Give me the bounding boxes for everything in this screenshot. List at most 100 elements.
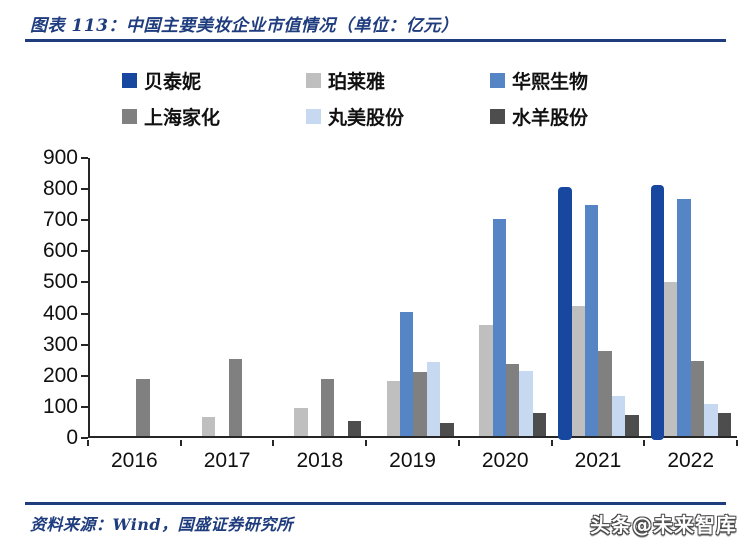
y-tick-mark: [81, 281, 88, 284]
bar-贝泰妮-2022: [650, 185, 664, 440]
bar-slot: [466, 158, 479, 436]
y-tick-mark: [81, 374, 88, 377]
bar-slot: [650, 158, 664, 440]
legend-swatch-icon: [306, 72, 321, 88]
y-tick-mark: [81, 437, 88, 439]
bar-group-2022: [645, 158, 737, 440]
bar-group-2019: [367, 158, 459, 436]
bar-丸美股份-2022: [704, 404, 718, 436]
legend-item-2: 珀莱雅: [306, 66, 490, 94]
bar-slot: [163, 158, 176, 436]
y-tick-mark: [81, 343, 88, 346]
y-axis-labels: 0 100 200 300 400 500 600 700 800 900: [0, 147, 78, 449]
chart-legend: 贝泰妮 珀莱雅 华熙生物 上海家化 丸美股份 水羊股份: [122, 66, 674, 130]
bar-slot: [201, 158, 216, 436]
toutiao-watermark: 头条@未来智库: [590, 513, 737, 537]
bar-华熙生物-2022: [677, 198, 691, 436]
bar-slot: [386, 158, 401, 436]
x-tick-mark: [457, 440, 460, 446]
x-tick-label-2018: 2018: [296, 449, 344, 472]
bar-slot: [150, 158, 163, 436]
x-tick-label-2021: 2021: [574, 449, 622, 472]
legend-item-4: 上海家化: [122, 102, 306, 130]
bar-slot: [347, 158, 362, 436]
y-tick-label: 400: [42, 301, 78, 325]
bar-slot: [255, 158, 268, 436]
bar-slot: [215, 158, 228, 436]
bar-slot: [611, 158, 626, 436]
y-tick-label: 600: [42, 239, 78, 263]
bar-group-2018: [275, 158, 367, 436]
y-tick-mark: [81, 405, 88, 408]
bar-slot: [294, 158, 308, 436]
bar-上海家化-2022: [690, 361, 705, 436]
bar-slot: [677, 158, 691, 436]
legend-swatch-icon: [306, 108, 321, 124]
x-tick-mark: [365, 440, 368, 446]
bar-slot: [663, 158, 678, 436]
bar-珀莱雅-2021: [571, 306, 585, 436]
bar-丸美股份-2021: [611, 395, 626, 436]
bar-slot: [717, 158, 731, 436]
x-tick-label-2016: 2016: [111, 449, 158, 472]
bar-slot: [519, 158, 533, 436]
bar-slot: [413, 158, 427, 436]
x-tick-label-2019: 2019: [389, 449, 436, 472]
bar-珀莱雅-2019: [386, 381, 401, 436]
bar-slot: [242, 158, 255, 436]
x-tick-mark: [272, 440, 275, 446]
bar-水羊股份-2019: [440, 423, 454, 436]
legend-item-1: 贝泰妮: [122, 66, 306, 94]
x-tick-label-2022: 2022: [667, 449, 715, 472]
bar-slot: [690, 158, 705, 436]
bar-group-2016: [90, 158, 182, 436]
title-divider: [25, 39, 726, 42]
bar-group-2017: [182, 158, 274, 436]
bar-slot: [188, 158, 201, 436]
legend-label: 丸美股份: [328, 106, 405, 129]
bar-slot: [136, 158, 150, 436]
y-tick-mark: [81, 157, 88, 159]
bar-slot: [308, 158, 321, 436]
bar-丸美股份-2019: [426, 361, 441, 436]
legend-label: 华熙生物: [512, 70, 589, 93]
bar-group-2020: [460, 158, 552, 436]
bar-slot: [440, 158, 454, 436]
y-tick-mark: [81, 219, 88, 222]
legend-label: 珀莱雅: [328, 70, 386, 93]
bar-贝泰妮-2021: [558, 187, 572, 440]
bar-上海家化-2020: [505, 364, 520, 436]
bar-slot: [704, 158, 718, 436]
bar-珀莱雅-2017: [201, 417, 216, 436]
bar-slot: [321, 158, 335, 436]
bar-珀莱雅-2022: [663, 282, 678, 436]
bar-slot: [479, 158, 493, 436]
bar-上海家化-2017: [228, 358, 243, 436]
y-tick-mark: [81, 312, 88, 315]
bar-slot: [400, 158, 414, 436]
y-tick-label: 200: [42, 363, 78, 387]
bar-slot: [625, 158, 639, 436]
bar-slot: [505, 158, 520, 436]
legend-label: 上海家化: [144, 106, 221, 129]
bar-slot: [334, 158, 347, 436]
legend-item-3: 华熙生物: [490, 66, 674, 94]
legend-swatch-icon: [490, 108, 505, 124]
legend-swatch-icon: [490, 72, 505, 88]
bar-slot: [123, 158, 136, 436]
y-tick-label: 500: [42, 270, 78, 294]
bar-slot: [492, 158, 506, 436]
bar-slot: [228, 158, 243, 436]
bar-水羊股份-2020: [532, 412, 547, 436]
bar-group-2021: [552, 158, 644, 440]
y-tick-label: 100: [42, 394, 78, 418]
bar-slot: [532, 158, 547, 436]
legend-swatch-icon: [122, 108, 137, 124]
y-tick-mark: [81, 188, 88, 191]
bar-上海家化-2021: [598, 351, 612, 436]
y-tick-label: 700: [42, 208, 78, 232]
bar-slot: [281, 158, 294, 436]
x-tick-mark: [179, 440, 182, 446]
bar-上海家化-2016: [136, 378, 150, 436]
